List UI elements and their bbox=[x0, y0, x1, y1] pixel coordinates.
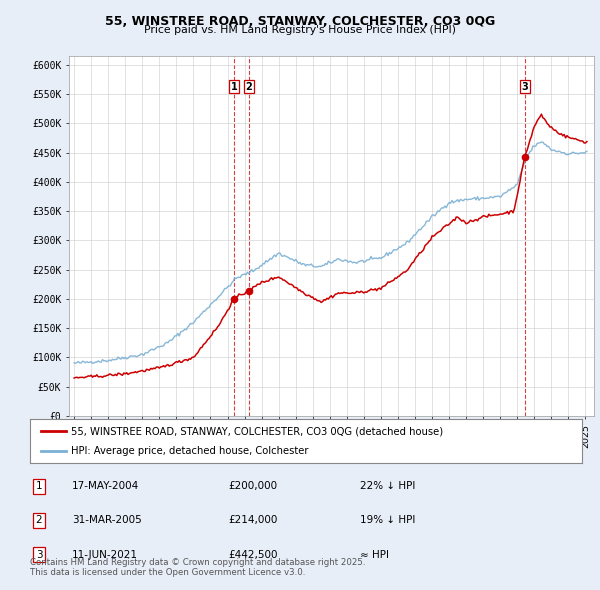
Text: 3: 3 bbox=[35, 550, 43, 559]
Text: ≈ HPI: ≈ HPI bbox=[360, 550, 389, 559]
Text: 31-MAR-2005: 31-MAR-2005 bbox=[72, 516, 142, 525]
Text: 22% ↓ HPI: 22% ↓ HPI bbox=[360, 481, 415, 491]
Text: 3: 3 bbox=[521, 81, 528, 91]
Text: 1: 1 bbox=[35, 481, 43, 491]
Text: 2: 2 bbox=[35, 516, 43, 525]
Text: 19% ↓ HPI: 19% ↓ HPI bbox=[360, 516, 415, 525]
Text: Contains HM Land Registry data © Crown copyright and database right 2025.
This d: Contains HM Land Registry data © Crown c… bbox=[30, 558, 365, 577]
Text: 55, WINSTREE ROAD, STANWAY, COLCHESTER, CO3 0QG (detached house): 55, WINSTREE ROAD, STANWAY, COLCHESTER, … bbox=[71, 427, 443, 436]
Text: HPI: Average price, detached house, Colchester: HPI: Average price, detached house, Colc… bbox=[71, 446, 309, 455]
Text: 1: 1 bbox=[230, 81, 237, 91]
Text: 11-JUN-2021: 11-JUN-2021 bbox=[72, 550, 138, 559]
Text: £214,000: £214,000 bbox=[228, 516, 277, 525]
Text: 2: 2 bbox=[245, 81, 252, 91]
Text: 55, WINSTREE ROAD, STANWAY, COLCHESTER, CO3 0QG: 55, WINSTREE ROAD, STANWAY, COLCHESTER, … bbox=[105, 15, 495, 28]
Text: 17-MAY-2004: 17-MAY-2004 bbox=[72, 481, 139, 491]
Text: £200,000: £200,000 bbox=[228, 481, 277, 491]
Text: £442,500: £442,500 bbox=[228, 550, 277, 559]
Text: Price paid vs. HM Land Registry's House Price Index (HPI): Price paid vs. HM Land Registry's House … bbox=[144, 25, 456, 35]
